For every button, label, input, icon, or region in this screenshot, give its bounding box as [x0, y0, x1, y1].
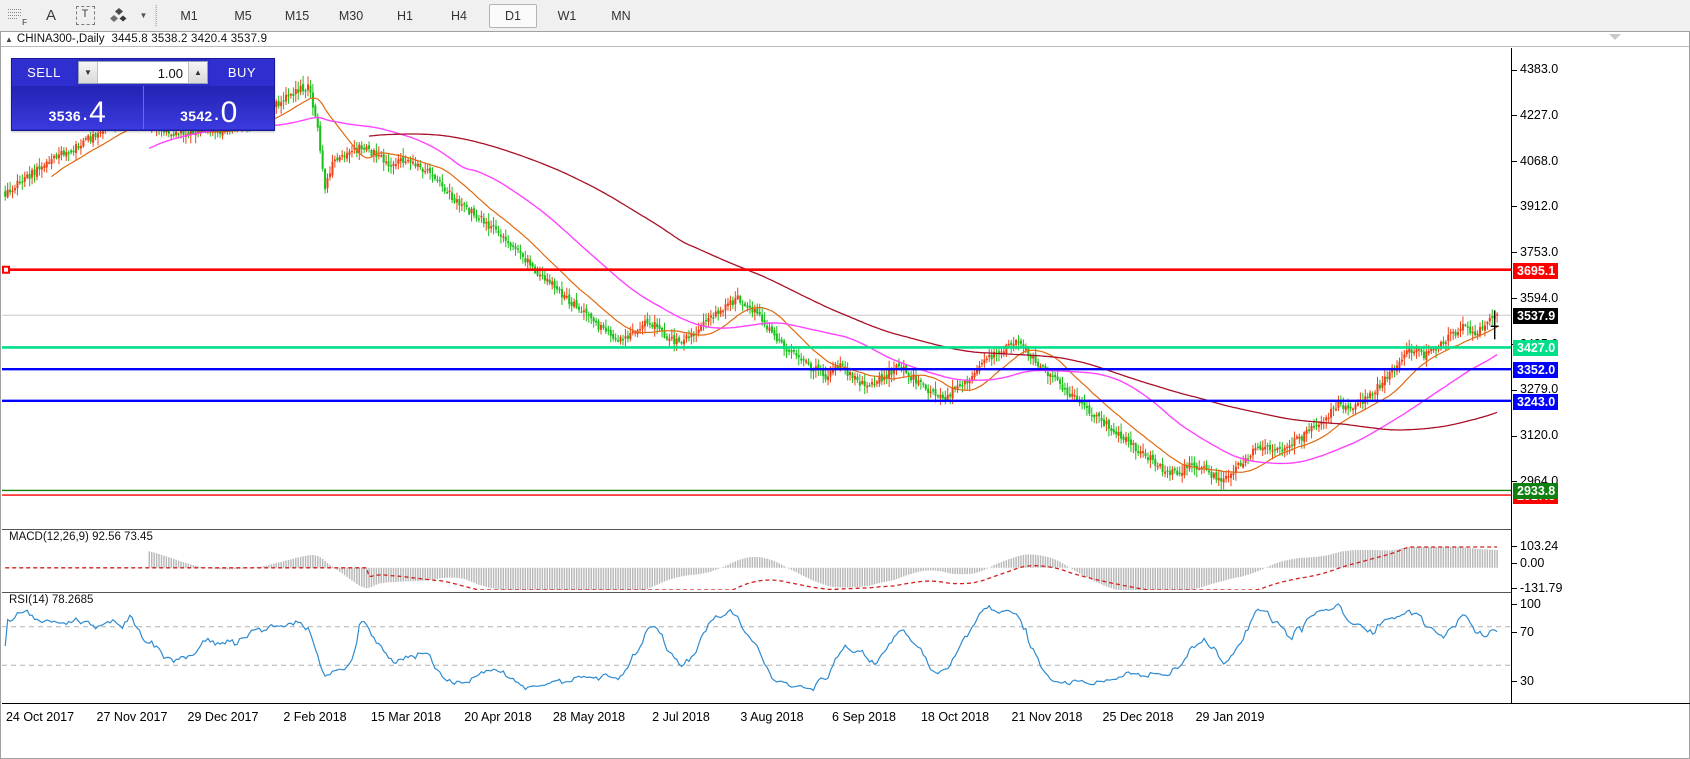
collapse-triangle-icon[interactable]: ▲ — [5, 34, 13, 44]
buy-button[interactable]: BUY — [210, 59, 274, 86]
price-tick: 4227.0 — [1512, 108, 1558, 122]
price-tick: 3753.0 — [1512, 245, 1558, 259]
one-click-trading-panel[interactable]: SELL ▼ 1.00 ▲ BUY 3536 . 4 3542 . 0 — [11, 58, 275, 131]
indicator-tick: 103.24 — [1512, 539, 1558, 553]
price-marker-horizontal-line-red[interactable]: 3695.1 — [1513, 262, 1559, 279]
date-tick-label: 2 Feb 2018 — [283, 710, 347, 724]
price-tick: 4068.0 — [1512, 154, 1558, 168]
date-tick-label: 24 Oct 2017 — [5, 710, 75, 724]
price-marker-horizontal-line-blue[interactable]: 3352.0 — [1513, 362, 1559, 379]
date-tick-label: 27 Nov 2017 — [96, 710, 168, 724]
symbol-label: CHINA300-,Daily — [16, 33, 105, 45]
date-tick-label: 3 Aug 2018 — [740, 710, 804, 724]
volume-stepper[interactable]: ▼ 1.00 ▲ — [78, 61, 208, 84]
price-tick: 4383.0 — [1512, 62, 1558, 76]
main-toolbar: F A T ▼ M1 M5 M15 M30 H1 H4 D1 W1 MN — [0, 0, 1690, 32]
grid-f-icon[interactable]: F — [0, 1, 34, 30]
quotes-row: 3536 . 4 3542 . 0 — [12, 86, 274, 129]
indicator-tick: 30 — [1512, 674, 1534, 688]
objects-dropdown-icon[interactable]: ▼ — [139, 11, 148, 20]
buy-price-decimal: 0 — [220, 96, 238, 129]
date-tick-label: 2 Jul 2018 — [652, 710, 710, 724]
symbol-info-bar: ▲ CHINA300-,Daily 3445.8 3538.2 3420.4 3… — [1, 32, 1689, 47]
timeframe-m30[interactable]: M30 — [338, 8, 364, 23]
price-tick: 3120.0 — [1512, 428, 1558, 442]
font-icon[interactable]: A — [45, 7, 56, 24]
buy-price-separator: . — [213, 100, 220, 125]
minimize-chart-icon[interactable] — [1609, 34, 1621, 40]
price-marker-bid[interactable]: 2933.8 — [1513, 483, 1559, 500]
timeframe-m1[interactable]: M1 — [180, 8, 198, 23]
indicator-tick: 100 — [1512, 597, 1541, 611]
timeframe-mn[interactable]: MN — [611, 8, 631, 23]
price-scale[interactable]: 4383.04227.04068.03912.03753.03594.03435… — [1511, 48, 1689, 704]
price-tick: 3279.0 — [1512, 382, 1558, 396]
timeframe-h1[interactable]: H1 — [397, 8, 413, 23]
macd-chart-svg — [5, 546, 1498, 590]
text-box-icon[interactable]: T — [68, 1, 102, 30]
toolbar-separator — [155, 4, 157, 27]
chart-window: ▲ CHINA300-,Daily 3445.8 3538.2 3420.4 3… — [0, 31, 1690, 759]
price-tick-label: 3753.0 — [1520, 244, 1559, 259]
timeframe-m5[interactable]: M5 — [234, 8, 252, 23]
price-tick: 3594.0 — [1512, 291, 1558, 305]
price-marker-horizontal-line-blue[interactable]: 3243.0 — [1513, 393, 1559, 410]
price-tick-label: 3594.0 — [1520, 291, 1559, 306]
date-tick-label: 29 Dec 2017 — [187, 710, 259, 724]
macd-indicator-pane[interactable]: MACD(12,26,9) 92.56 73.45 — [2, 529, 1511, 590]
sell-price-separator: . — [82, 100, 89, 125]
price-tick: 3912.0 — [1512, 199, 1558, 213]
date-tick-label: 25 Dec 2018 — [1102, 710, 1174, 724]
timeframe-w1[interactable]: W1 — [557, 8, 577, 23]
rsi-indicator-pane[interactable]: RSI(14) 78.2685 — [2, 592, 1511, 705]
indicator-tick: 70 — [1512, 625, 1534, 639]
price-tick-label: 3120.0 — [1520, 428, 1559, 443]
price-marker-current-price[interactable]: 3537.9 — [1513, 308, 1559, 325]
date-tick-label: 6 Sep 2018 — [832, 710, 896, 724]
sell-price-decimal: 4 — [89, 96, 106, 129]
price-marker-horizontal-line-green[interactable]: 3427.0 — [1513, 340, 1559, 357]
date-tick-label: 20 Apr 2018 — [464, 710, 532, 724]
candlesticks — [4, 75, 1499, 490]
objects-icon[interactable] — [102, 1, 136, 30]
order-controls-row: SELL ▼ 1.00 ▲ BUY — [12, 59, 274, 86]
timeframe-h4[interactable]: H4 — [451, 8, 467, 23]
price-tick-label: 4383.0 — [1520, 62, 1559, 77]
rsi-chart-svg — [2, 603, 1511, 692]
time-scale[interactable]: 24 Oct 2017 27 Nov 2017 29 Dec 2017 2 Feb 2… — [2, 703, 1690, 758]
price-tick-label: 3279.0 — [1520, 382, 1559, 397]
date-tick-label: 28 May 2018 — [552, 710, 626, 724]
price-tick-label: 3912.0 — [1520, 198, 1559, 213]
timeframe-d1[interactable]: D1 — [489, 3, 537, 28]
sell-button[interactable]: SELL — [12, 59, 76, 86]
ohlc-values: 3445.8 3538.2 3420.4 3537.9 — [111, 33, 268, 45]
volume-decrease-icon[interactable]: ▼ — [79, 62, 98, 83]
date-tick-label: 15 Mar 2018 — [370, 710, 442, 724]
macd-label: MACD(12,26,9) 92.56 73.45 — [7, 531, 155, 543]
price-tick-label: 4227.0 — [1520, 107, 1559, 122]
date-tick-label: 21 Nov 2018 — [1011, 710, 1083, 724]
volume-increase-icon[interactable]: ▲ — [188, 62, 207, 83]
indicator-tick: -131.79 — [1512, 581, 1562, 595]
date-tick-label: 29 Jan 2019 — [1195, 710, 1265, 724]
indicator-tick: 0.00 — [1512, 556, 1544, 570]
sell-price-integer: 3536 — [48, 108, 82, 124]
buy-price[interactable]: 3542 . 0 — [143, 86, 274, 129]
rsi-label: RSI(14) 78.2685 — [7, 594, 96, 606]
volume-input[interactable]: 1.00 — [157, 66, 183, 81]
date-tick-label: 18 Oct 2018 — [920, 710, 990, 724]
timeframe-m15[interactable]: M15 — [284, 8, 310, 23]
buy-price-integer: 3542 — [180, 108, 213, 124]
sell-price[interactable]: 3536 . 4 — [12, 86, 144, 129]
price-tick-label: 4068.0 — [1520, 153, 1559, 168]
